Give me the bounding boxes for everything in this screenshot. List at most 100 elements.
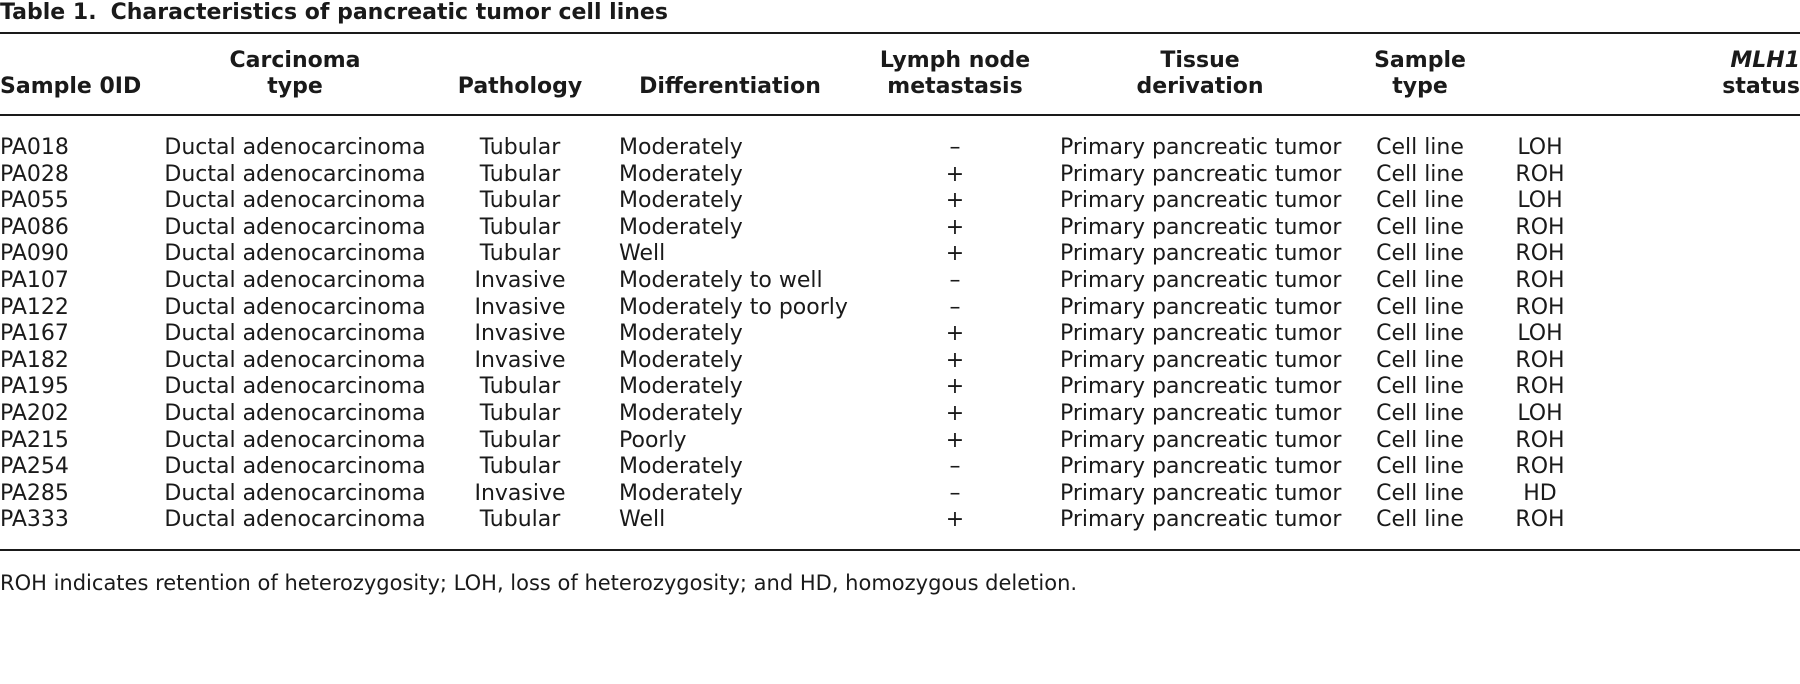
cell-tissue-derivation: Primary pancreatic tumor [1060, 241, 1342, 267]
cell-mlh1-status: ROH [1515, 241, 1565, 267]
cell-mlh1-status: ROH [1515, 268, 1565, 293]
cell-sample-type: Cell line [1376, 347, 1464, 373]
cell-differentiation: Moderately to well [619, 268, 823, 293]
cell-mlh1-status: LOH [1517, 188, 1563, 214]
table-row: PA018 Ductal adenocarcinoma Tubular Moderat… [0, 135, 1800, 162]
cell-differentiation: Poorly [619, 427, 687, 453]
cell-lymph-node: – [949, 135, 961, 160]
cell-sample-type: Cell line [1376, 454, 1464, 480]
cell-lymph-node: + [945, 507, 965, 533]
cell-differentiation: Moderately [619, 188, 743, 214]
table-caption: Table 1. Characteristics of pancreatic tu… [0, 0, 668, 28]
cell-lymph-node: + [945, 427, 965, 453]
cell-carcinoma-type: Ductal adenocarcinoma [164, 321, 426, 347]
cell-sample-type: Cell line [1376, 401, 1464, 426]
cell-carcinoma-type: Ductal adenocarcinoma [164, 161, 426, 187]
cell-carcinoma-type: Ductal adenocarcinoma [164, 454, 426, 480]
table-row: PA086 Ductal adenocarcinoma Tubular Moderat… [0, 215, 1800, 242]
cell-mlh1-status: LOH [1517, 321, 1563, 347]
cell-sample-id: PA195 [0, 374, 69, 400]
table-row: PA215 Ductal adenocarcinoma Tubular Poorly +… [0, 428, 1800, 455]
cell-tissue-derivation: Primary pancreatic tumor [1060, 161, 1342, 187]
cell-lymph-node: – [949, 268, 961, 293]
cell-carcinoma-type: Ductal adenocarcinoma [164, 268, 426, 293]
cell-sample-type: Cell line [1376, 321, 1464, 347]
cell-lymph-node: + [945, 347, 965, 373]
cell-pathology: Tubular [479, 401, 561, 426]
cell-pathology: Tubular [479, 188, 561, 214]
cell-mlh1-status: ROH [1515, 427, 1565, 453]
table-row: PA122 Ductal adenocarcinoma Invasive Modera… [0, 295, 1800, 322]
cell-pathology: Invasive [474, 321, 566, 347]
cell-pathology: Invasive [474, 480, 566, 506]
header-pathology: Pathology [457, 74, 583, 99]
cell-sample-type: Cell line [1376, 294, 1464, 320]
header-sample-id: Sample 0ID [0, 74, 142, 99]
cell-sample-id: PA167 [0, 321, 69, 347]
cell-sample-id: PA107 [0, 268, 69, 293]
cell-sample-id: PA086 [0, 214, 69, 240]
cell-tissue-derivation: Primary pancreatic tumor [1060, 374, 1342, 400]
cell-sample-type: Cell line [1376, 507, 1464, 533]
cell-sample-id: PA285 [0, 480, 69, 506]
cell-differentiation: Moderately [619, 321, 743, 347]
cell-lymph-node: – [949, 454, 961, 480]
cell-pathology: Tubular [479, 454, 561, 480]
table-row: PA167 Ductal adenocarcinoma Invasive Modera… [0, 321, 1800, 348]
cell-sample-type: Cell line [1376, 188, 1464, 214]
table-row: PA333 Ductal adenocarcinoma Tubular Well + Pr… [0, 507, 1800, 534]
cell-differentiation: Moderately [619, 401, 743, 426]
cell-pathology: Tubular [479, 214, 561, 240]
cell-tissue-derivation: Primary pancreatic tumor [1060, 454, 1342, 480]
cell-tissue-derivation: Primary pancreatic tumor [1060, 268, 1342, 293]
cell-differentiation: Moderately [619, 374, 743, 400]
header-lymph-node-metastasis: Lymph node metastasis [879, 48, 1031, 99]
cell-tissue-derivation: Primary pancreatic tumor [1060, 347, 1342, 373]
table-row: PA090 Ductal adenocarcinoma Tubular Well + Pr… [0, 241, 1800, 268]
table-top-rule [0, 32, 1800, 34]
cell-tissue-derivation: Primary pancreatic tumor [1060, 480, 1342, 506]
table-row: PA195 Ductal adenocarcinoma Tubular Moderat… [0, 374, 1800, 401]
cell-sample-type: Cell line [1376, 374, 1464, 400]
cell-tissue-derivation: Primary pancreatic tumor [1060, 188, 1342, 214]
cell-mlh1-status: ROH [1515, 454, 1565, 480]
table-bottom-rule [0, 549, 1800, 551]
cell-carcinoma-type: Ductal adenocarcinoma [164, 135, 426, 160]
cell-carcinoma-type: Ductal adenocarcinoma [164, 401, 426, 426]
cell-carcinoma-type: Ductal adenocarcinoma [164, 374, 426, 400]
cell-differentiation: Well [619, 241, 666, 267]
cell-tissue-derivation: Primary pancreatic tumor [1060, 135, 1342, 160]
cell-sample-id: PA182 [0, 347, 69, 373]
cell-sample-id: PA018 [0, 135, 69, 160]
cell-lymph-node: + [945, 241, 965, 267]
cell-pathology: Tubular [479, 374, 561, 400]
cell-carcinoma-type: Ductal adenocarcinoma [164, 347, 426, 373]
cell-lymph-node: + [945, 188, 965, 214]
cell-mlh1-status: ROH [1515, 161, 1565, 187]
cell-sample-id: PA254 [0, 454, 69, 480]
cell-sample-id: PA055 [0, 188, 69, 214]
cell-mlh1-status: ROH [1515, 294, 1565, 320]
cell-differentiation: Moderately [619, 454, 743, 480]
cell-sample-type: Cell line [1376, 480, 1464, 506]
cell-tissue-derivation: Primary pancreatic tumor [1060, 507, 1342, 533]
table-row: PA182 Ductal adenocarcinoma Invasive Modera… [0, 348, 1800, 375]
cell-pathology: Invasive [474, 294, 566, 320]
cell-lymph-node: + [945, 374, 965, 400]
table-footnote: ROH indicates retention of heterozygosit… [0, 571, 1078, 595]
cell-sample-type: Cell line [1376, 214, 1464, 240]
cell-lymph-node: – [949, 294, 961, 320]
cell-pathology: Tubular [479, 161, 561, 187]
cell-sample-type: Cell line [1376, 241, 1464, 267]
cell-sample-type: Cell line [1376, 427, 1464, 453]
cell-mlh1-status: LOH [1517, 135, 1563, 160]
cell-differentiation: Moderately [619, 214, 743, 240]
table-title: Characteristics of pancreatic tumor cell… [110, 0, 668, 25]
cell-lymph-node: + [945, 401, 965, 426]
cell-tissue-derivation: Primary pancreatic tumor [1060, 214, 1342, 240]
cell-mlh1-status: ROH [1515, 507, 1565, 533]
cell-mlh1-status: ROH [1515, 214, 1565, 240]
cell-carcinoma-type: Ductal adenocarcinoma [164, 294, 426, 320]
cell-differentiation: Moderately [619, 135, 743, 160]
cell-sample-id: PA090 [0, 241, 69, 267]
